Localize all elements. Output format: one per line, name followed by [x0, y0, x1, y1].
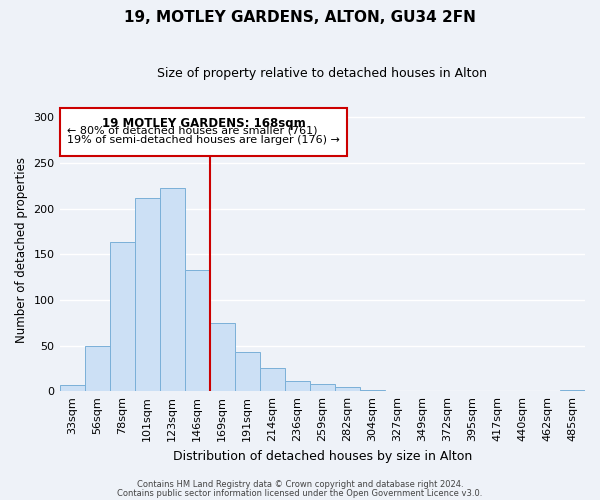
Bar: [285, 381, 310, 391]
Bar: [209, 322, 235, 391]
Bar: [134, 198, 160, 391]
Bar: [235, 352, 260, 391]
Text: Contains HM Land Registry data © Crown copyright and database right 2024.: Contains HM Land Registry data © Crown c…: [137, 480, 463, 489]
Bar: [560, 390, 585, 391]
X-axis label: Distribution of detached houses by size in Alton: Distribution of detached houses by size …: [173, 450, 472, 462]
Text: 19, MOTLEY GARDENS, ALTON, GU34 2FN: 19, MOTLEY GARDENS, ALTON, GU34 2FN: [124, 10, 476, 25]
FancyBboxPatch shape: [59, 108, 347, 156]
Text: 19 MOTLEY GARDENS: 168sqm: 19 MOTLEY GARDENS: 168sqm: [101, 117, 305, 130]
Y-axis label: Number of detached properties: Number of detached properties: [15, 156, 28, 342]
Bar: [335, 386, 360, 391]
Bar: [310, 384, 335, 391]
Text: Contains public sector information licensed under the Open Government Licence v3: Contains public sector information licen…: [118, 490, 482, 498]
Bar: [185, 270, 209, 391]
Text: 19% of semi-detached houses are larger (176) →: 19% of semi-detached houses are larger (…: [67, 134, 340, 144]
Bar: [110, 242, 134, 391]
Bar: [59, 385, 85, 391]
Bar: [360, 390, 385, 391]
Bar: [160, 188, 185, 391]
Text: ← 80% of detached houses are smaller (761): ← 80% of detached houses are smaller (76…: [67, 126, 317, 136]
Bar: [85, 346, 110, 391]
Bar: [260, 368, 285, 391]
Title: Size of property relative to detached houses in Alton: Size of property relative to detached ho…: [157, 68, 487, 80]
